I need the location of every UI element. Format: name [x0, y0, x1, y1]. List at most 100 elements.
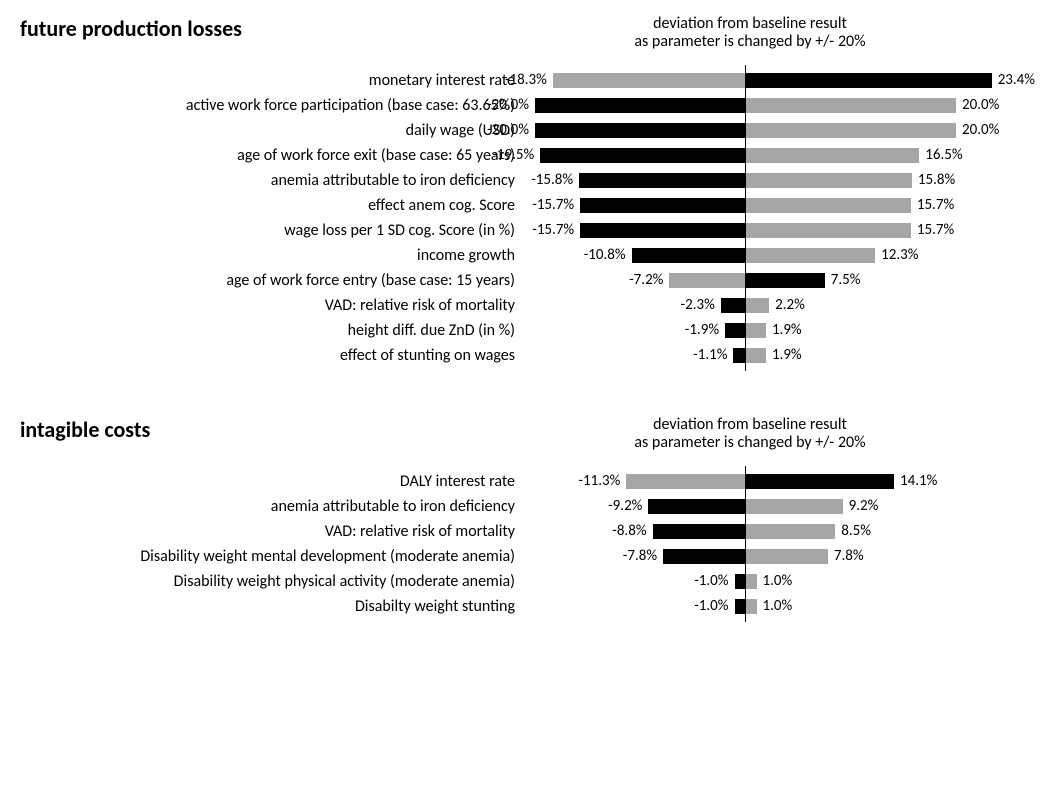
bar-right: [746, 248, 875, 263]
bar-right-value: 8.5%: [841, 522, 871, 540]
row-label: effect anem cog. Score: [20, 196, 525, 215]
row-plot: -7.2% 7.5%: [525, 268, 1035, 293]
row-plot: -9.2% 9.2%: [525, 494, 1035, 519]
bar-right: [746, 348, 766, 363]
bar-left-value: -20.0%: [487, 121, 529, 139]
chart-row: VAD: relative risk of mortality -2.3% 2.2%: [20, 293, 1043, 318]
bar-right: [746, 273, 825, 288]
bar-right: [746, 198, 911, 213]
bar-right-value: 1.0%: [763, 597, 793, 615]
bar-left: [653, 524, 745, 539]
bar-right-value: 9.2%: [849, 497, 879, 515]
rows: monetary interest rate-18.3%23.4%active …: [20, 65, 1043, 371]
bar-right: [746, 98, 956, 113]
chart-row: anemia attributable to iron deficiency-1…: [20, 168, 1043, 193]
bar-right: [746, 599, 757, 614]
bar-right-value: 1.9%: [772, 346, 802, 364]
bar-left-value: -1.0%: [694, 597, 728, 615]
row-label: anemia attributable to iron deficiency: [20, 171, 525, 190]
row-plot: -7.8%7.8%: [525, 544, 1035, 569]
row-label: height diff. due ZnD (in %): [20, 321, 525, 340]
row-label: anemia attributable to iron deficiency: [20, 497, 525, 516]
bar-right: [746, 474, 894, 489]
bar-left: [553, 73, 745, 88]
chart-header: deviation from baseline resultas paramet…: [525, 416, 975, 453]
chart-header-line1: deviation from baseline result: [525, 15, 975, 33]
chart-row: effect anem cog. Score -15.7% 15.7%: [20, 193, 1043, 218]
row-label: monetary interest rate: [20, 71, 525, 90]
row-plot: -10.8%12.3%: [525, 243, 1035, 268]
row-plot: -20.0%20.0%: [525, 93, 1035, 118]
bar-left-value: -2.3%: [681, 296, 715, 314]
row-label: active work force participation (base ca…: [20, 96, 525, 115]
bar-left: [735, 574, 746, 589]
row-label: VAD: relative risk of mortality: [20, 522, 525, 541]
row-label: effect of stunting on wages: [20, 346, 525, 365]
bar-right-value: 23.4%: [998, 71, 1035, 89]
bar-right: [746, 298, 769, 313]
row-plot: -1.0%1.0%: [525, 569, 1035, 594]
chart-row: age of work force exit (base case: 65 ye…: [20, 143, 1043, 168]
bar-right-value: 14.1%: [900, 472, 937, 490]
row-plot: -15.7% 15.7%: [525, 193, 1035, 218]
bar-right: [746, 73, 992, 88]
chart-row: effect of stunting on wages-1.1%1.9%: [20, 343, 1043, 368]
bar-right: [746, 549, 828, 564]
row-label: daily wage (USD): [20, 121, 525, 140]
row-label: VAD: relative risk of mortality: [20, 296, 525, 315]
row-plot: -1.0% 1.0%: [525, 594, 1035, 619]
row-label: Disability weight mental development (mo…: [20, 547, 525, 566]
bar-right-value: 15.8%: [918, 171, 955, 189]
row-label: Disabilty weight stunting: [20, 597, 525, 616]
bar-left-value: -7.2%: [629, 271, 663, 289]
chart-header-line1: deviation from baseline result: [525, 416, 975, 434]
bar-left-value: -19.5%: [492, 146, 534, 164]
bar-left-value: -11.3%: [578, 472, 620, 490]
bar-left-value: -15.7%: [532, 196, 574, 214]
row-label: Disability weight physical activity (mod…: [20, 572, 525, 591]
chart-row: income growth-10.8%12.3%: [20, 243, 1043, 268]
bar-left-value: -9.2%: [608, 497, 642, 515]
chart-row: VAD: relative risk of mortality-8.8%8.5%: [20, 519, 1043, 544]
row-plot: -19.5%16.5%: [525, 143, 1035, 168]
bar-left-value: -1.0%: [694, 572, 728, 590]
section-future-production-losses: future production lossesdeviation from b…: [20, 15, 1043, 371]
chart-header-line2: as parameter is changed by +/- 20%: [525, 434, 975, 452]
bar-right-value: 20.0%: [962, 96, 999, 114]
row-plot: -8.8%8.5%: [525, 519, 1035, 544]
bar-right-value: 15.7%: [917, 196, 954, 214]
bar-left: [535, 123, 745, 138]
bar-left: [535, 98, 745, 113]
chart-row: Disability weight mental development (mo…: [20, 544, 1043, 569]
bar-left: [540, 148, 745, 163]
bar-right-value: 7.5%: [831, 271, 861, 289]
bar-right-value: 2.2%: [775, 296, 805, 314]
bar-left: [663, 549, 745, 564]
bar-left-value: -15.8%: [531, 171, 573, 189]
bar-right-value: 16.5%: [925, 146, 962, 164]
row-plot: -18.3%23.4%: [525, 68, 1035, 93]
chart-row: DALY interest rate-11.3%14.1%: [20, 469, 1043, 494]
bar-right: [746, 323, 766, 338]
row-label: age of work force exit (base case: 65 ye…: [20, 146, 525, 165]
row-plot: -15.8% 15.8%: [525, 168, 1035, 193]
row-label: income growth: [20, 246, 525, 265]
bar-right: [746, 148, 919, 163]
bar-left: [580, 198, 745, 213]
bar-left: [632, 248, 745, 263]
row-plot: -11.3% 14.1%: [525, 469, 1035, 494]
chart-row: active work force participation (base ca…: [20, 93, 1043, 118]
chart-row: daily wage (USD)-20.0% 20.0%: [20, 118, 1043, 143]
chart-header-line2: as parameter is changed by +/- 20%: [525, 33, 975, 51]
bar-left: [735, 599, 746, 614]
bar-right-value: 12.3%: [881, 246, 918, 264]
chart-row: anemia attributable to iron deficiency-9…: [20, 494, 1043, 519]
row-plot: -2.3% 2.2%: [525, 293, 1035, 318]
chart-row: wage loss per 1 SD cog. Score (in %)-15.…: [20, 218, 1043, 243]
bar-left: [669, 273, 745, 288]
bar-right: [746, 574, 757, 589]
bar-right-value: 7.8%: [834, 547, 864, 565]
bar-right-value: 20.0%: [962, 121, 999, 139]
page: future production lossesdeviation from b…: [0, 0, 1063, 791]
bar-right: [746, 123, 956, 138]
